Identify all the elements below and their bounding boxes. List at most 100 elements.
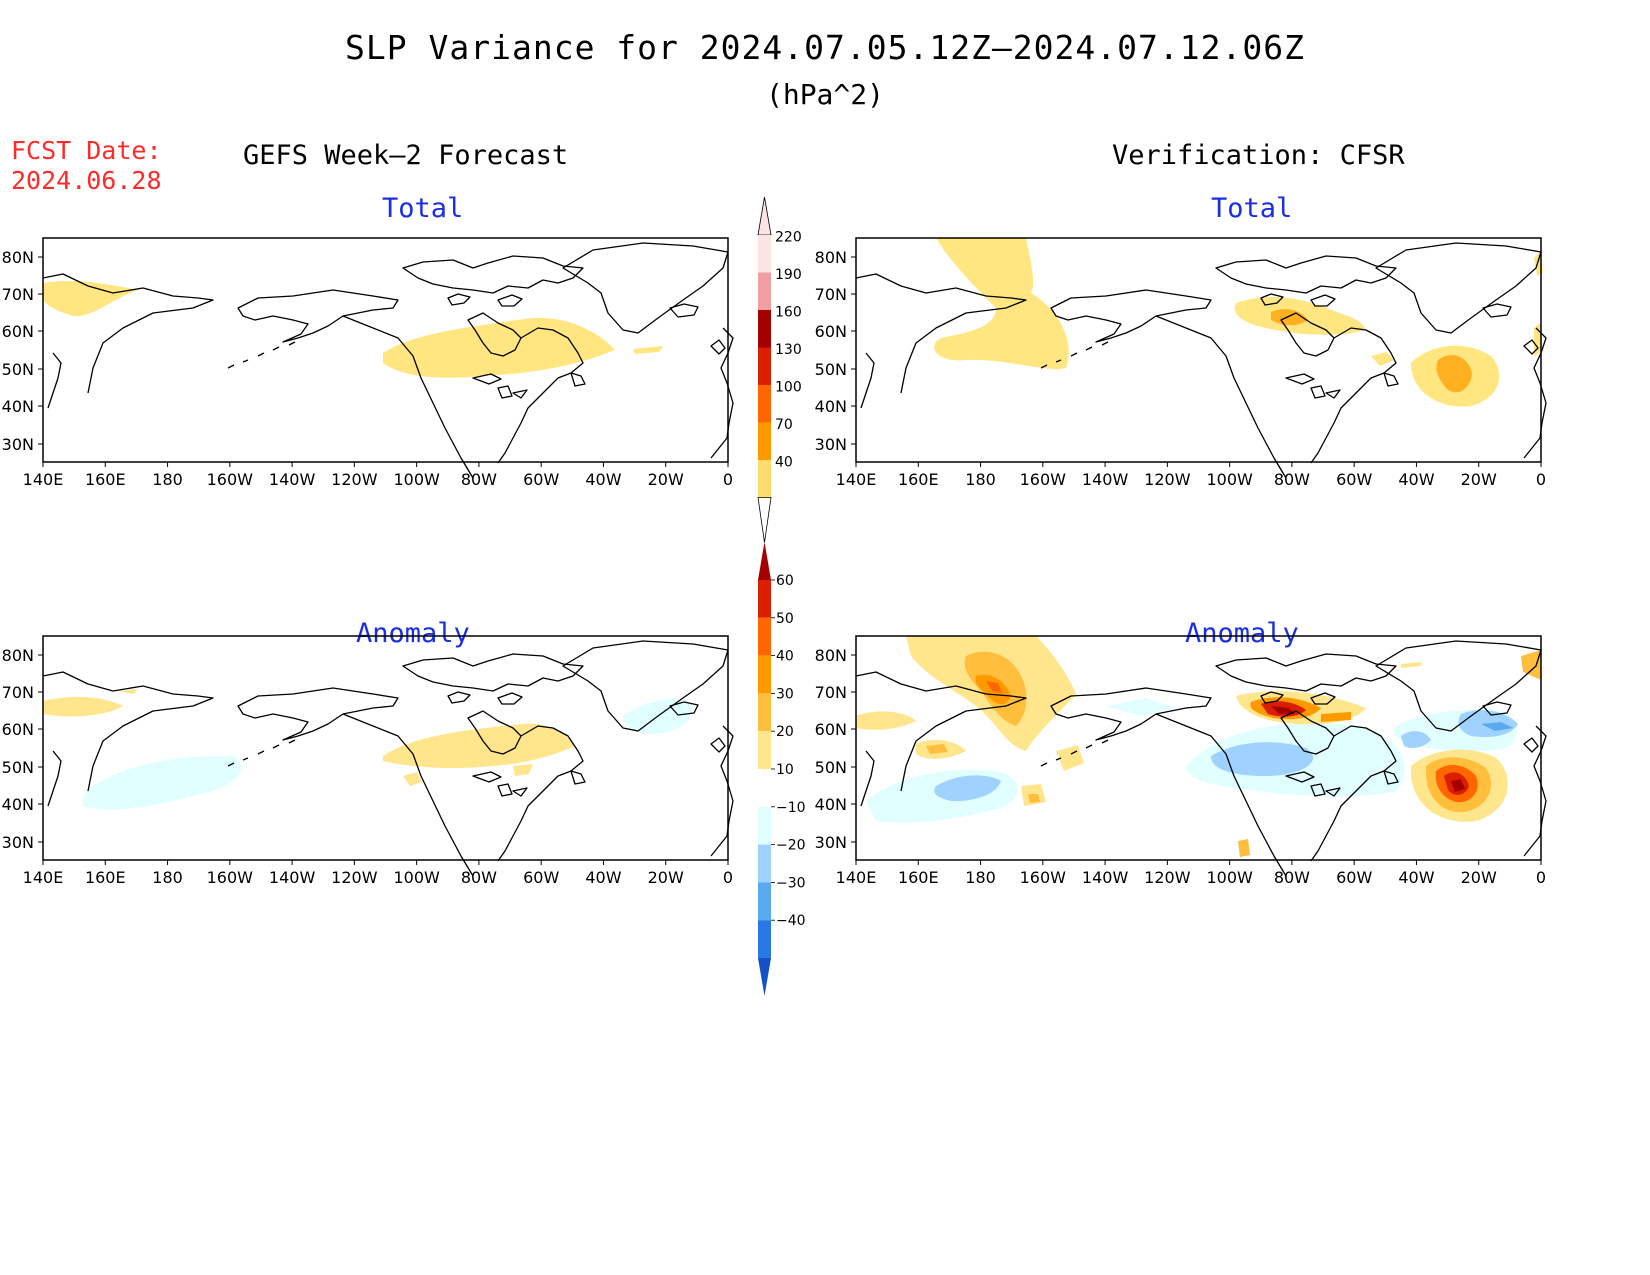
variance-contour-region — [43, 280, 138, 317]
longitude-label: 160W — [207, 470, 254, 489]
latitude-label: 50N — [2, 360, 34, 379]
colorbar-swatch — [758, 769, 771, 807]
latitude-label: 80N — [2, 646, 34, 665]
variance-contour-region — [934, 775, 1001, 802]
longitude-label: 160W — [1020, 868, 1067, 887]
longitude-label: 140W — [269, 868, 316, 887]
forecast-anomaly-title: Anomaly — [356, 618, 470, 649]
colorbar-bottom-arrow — [757, 497, 772, 543]
longitude-label: 140E — [836, 868, 877, 887]
latitude-label: 30N — [2, 833, 34, 852]
variance-contour-region — [926, 744, 948, 754]
latitude-label: 50N — [2, 758, 34, 777]
latitude-label: 50N — [815, 360, 847, 379]
longitude-label: 140W — [269, 470, 316, 489]
colorbar-swatch — [758, 731, 771, 769]
colorbar-label: 60 — [776, 573, 794, 589]
latitude-label: 30N — [2, 435, 34, 454]
latitude-label: 70N — [2, 285, 34, 304]
map-frame — [855, 635, 1542, 861]
longitude-label: 140W — [1082, 470, 1129, 489]
forecast-total-map: 80N 70N 60N 50N 40N 30N 140E 160E 180 160W 140W 120… — [2, 237, 734, 489]
variance-contour-region — [986, 681, 1002, 693]
latitude-label: 40N — [2, 795, 34, 814]
longitude-label: 40W — [585, 868, 621, 887]
fcst-date-label: FCST Date: — [11, 136, 162, 165]
colorbar-label: −20 — [776, 838, 806, 854]
variance-contour-region — [1028, 794, 1040, 803]
colorbar-swatch — [758, 272, 771, 310]
latitude-label: 80N — [2, 248, 34, 267]
shaded-variance-field — [43, 280, 663, 378]
colorbar-swatch — [758, 617, 771, 656]
longitude-label: 120W — [331, 470, 378, 489]
longitude-label: 60W — [523, 470, 559, 489]
variance-contour-region — [1106, 698, 1176, 716]
longitude-label: 160W — [207, 868, 254, 887]
longitude-label: 140E — [23, 470, 64, 489]
colorbar-swatch — [758, 460, 771, 498]
longitude-label: 120W — [331, 868, 378, 887]
longitude-label: 0 — [723, 470, 733, 489]
colorbar-swatch — [758, 422, 771, 460]
variance-contour-region — [403, 772, 422, 786]
longitude-label: 140W — [1082, 868, 1129, 887]
variance-contour-region — [633, 346, 663, 354]
variance-contour-region — [1451, 779, 1465, 792]
variance-contour-region — [1521, 650, 1541, 680]
fcst-date-value: 2024.06.28 — [11, 166, 162, 195]
variance-contour-region — [513, 764, 533, 776]
map-frame — [42, 237, 729, 463]
longitude-label: 80W — [1274, 470, 1310, 489]
colorbar-label: −10 — [776, 800, 806, 816]
latitude-label: 60N — [2, 322, 34, 341]
longitude-label: 140E — [836, 470, 877, 489]
longitude-label: 80W — [461, 470, 497, 489]
latitude-label: 30N — [815, 833, 847, 852]
longitude-label: 100W — [393, 470, 440, 489]
longitude-label: 140E — [23, 868, 64, 887]
colorbar-label: 10 — [776, 762, 794, 778]
latitude-label: 60N — [2, 720, 34, 739]
variance-contour-region — [1371, 352, 1394, 366]
longitude-label: 20W — [1461, 868, 1497, 887]
variance-contour-region — [1321, 712, 1351, 722]
latitude-label: 60N — [815, 720, 847, 739]
colorbar-label: 40 — [776, 649, 794, 665]
longitude-label: 20W — [648, 868, 684, 887]
colorbar-bottom-arrow — [758, 958, 771, 996]
variance-contour-region — [856, 711, 916, 730]
variance-contour-region — [118, 689, 138, 694]
colorbar-label: 50 — [776, 611, 794, 627]
colorbar-swatch — [758, 310, 771, 348]
colorbar-swatch — [758, 347, 771, 385]
map-frame — [42, 635, 729, 861]
latitude-label: 70N — [2, 683, 34, 702]
longitude-label: 100W — [1206, 868, 1253, 887]
forecast-column-title: GEFS Week–2 Forecast — [243, 140, 569, 171]
colorbar-label: 190 — [775, 267, 802, 283]
latitude-label: 60N — [815, 322, 847, 341]
longitude-label: 120W — [1144, 868, 1191, 887]
anomaly-colorbar: 60 50 40 30 20 10 −10 −20 −30 −40 — [758, 542, 806, 996]
colorbar-swatch — [758, 385, 771, 423]
variance-contour-region — [1271, 706, 1295, 714]
longitude-label: 180 — [965, 470, 996, 489]
latitude-label: 80N — [815, 248, 847, 267]
colorbar-label: 20 — [776, 724, 794, 740]
latitude-label: 70N — [815, 285, 847, 304]
colorbar-swatch — [758, 693, 771, 732]
colorbar-swatch — [758, 655, 771, 694]
variance-contour-region — [934, 238, 1069, 370]
longitude-label: 0 — [723, 868, 733, 887]
latitude-label: 30N — [815, 435, 847, 454]
colorbar-label: −40 — [776, 913, 806, 929]
colorbar-swatch — [758, 844, 771, 883]
figure-units: (hPa^2) — [765, 78, 884, 111]
longitude-label: 160E — [898, 470, 939, 489]
colorbar-swatch — [758, 920, 771, 958]
colorbar-swatch — [758, 580, 771, 618]
colorbar-label: 100 — [775, 380, 802, 396]
variance-contour-region — [1401, 731, 1431, 748]
longitude-label: 160W — [1020, 470, 1067, 489]
